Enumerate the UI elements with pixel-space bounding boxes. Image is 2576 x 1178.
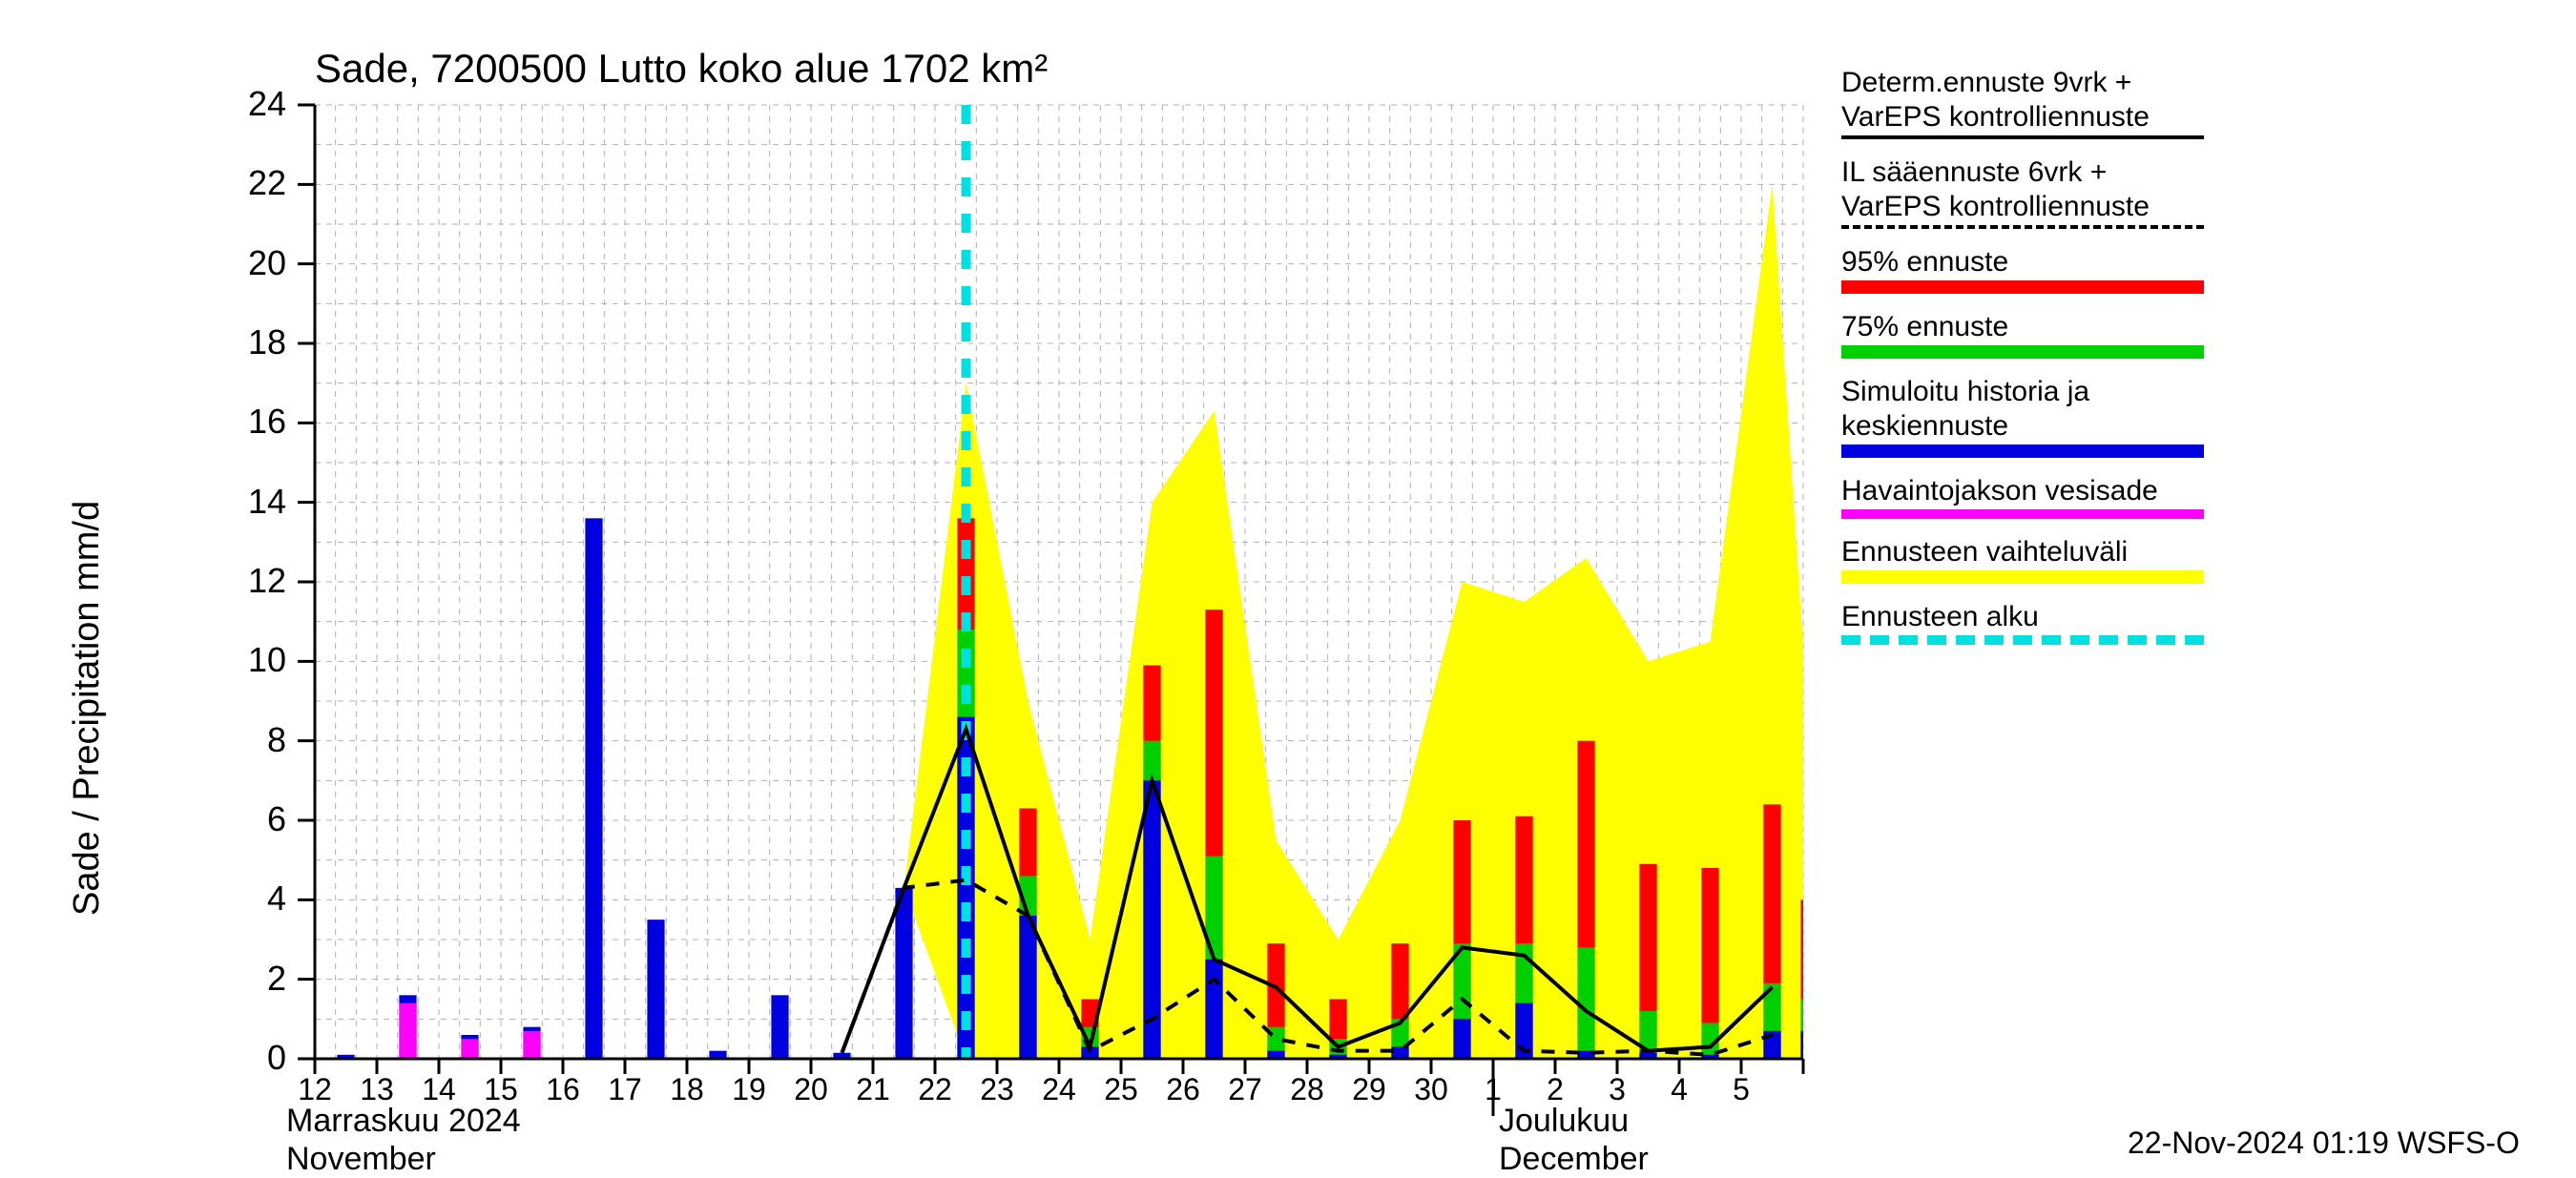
legend-label: IL sääennuste 6vrk +: [1841, 156, 2204, 189]
legend-swatch: [1841, 345, 2204, 359]
y-tick: 8: [229, 720, 286, 760]
legend: Determ.ennuste 9vrk +VarEPS kontrollienn…: [1841, 67, 2204, 662]
legend-swatch: [1841, 225, 2204, 229]
legend-label: Determ.ennuste 9vrk +: [1841, 67, 2204, 99]
x-tick: 22: [918, 1072, 952, 1107]
x-tick: 16: [546, 1072, 580, 1107]
y-tick: 0: [229, 1038, 286, 1078]
y-tick: 4: [229, 878, 286, 919]
footer-timestamp: 22-Nov-2024 01:19 WSFS-O: [2128, 1126, 2520, 1161]
legend-label: 75% ennuste: [1841, 311, 2204, 343]
legend-swatch: [1841, 509, 2204, 519]
legend-swatch: [1841, 280, 2204, 294]
x-tick: 5: [1733, 1072, 1750, 1107]
y-tick: 2: [229, 959, 286, 999]
legend-swatch: [1841, 444, 2204, 458]
x-tick: 26: [1166, 1072, 1200, 1107]
legend-label: VarEPS kontrolliennuste: [1841, 191, 2204, 223]
x-tick: 17: [608, 1072, 642, 1107]
x-tick: 29: [1352, 1072, 1386, 1107]
x-tick: 25: [1104, 1072, 1138, 1107]
chart-stage: Sade, 7200500 Lutto koko alue 1702 km² S…: [0, 0, 2576, 1145]
x-tick: 20: [794, 1072, 828, 1107]
y-tick: 18: [229, 322, 286, 362]
y-tick: 24: [229, 84, 286, 124]
x-tick: 21: [856, 1072, 890, 1107]
x-tick: 19: [732, 1072, 766, 1107]
legend-label: Havaintojakson vesisade: [1841, 475, 2204, 507]
y-tick: 6: [229, 799, 286, 839]
month2-en: December: [1499, 1141, 1649, 1178]
y-tick: 22: [229, 163, 286, 203]
month1-fi: Marraskuu 2024: [286, 1103, 521, 1140]
legend-label: Ennusteen vaihteluväli: [1841, 536, 2204, 568]
x-tick: 18: [670, 1072, 704, 1107]
y-tick: 10: [229, 640, 286, 680]
x-tick: 23: [980, 1072, 1014, 1107]
x-tick: 28: [1290, 1072, 1324, 1107]
legend-label: Simuloitu historia ja: [1841, 376, 2204, 408]
month2-fi: Joulukuu: [1499, 1103, 1629, 1140]
y-tick: 14: [229, 482, 286, 522]
x-tick: 30: [1414, 1072, 1448, 1107]
x-tick: 4: [1671, 1072, 1688, 1107]
month1-en: November: [286, 1141, 436, 1178]
y-tick: 16: [229, 402, 286, 442]
legend-label: VarEPS kontrolliennuste: [1841, 101, 2204, 134]
legend-swatch: [1841, 135, 2204, 139]
y-tick: 12: [229, 561, 286, 601]
legend-swatch: [1841, 635, 2204, 645]
legend-swatch: [1841, 570, 2204, 584]
legend-label: keskiennuste: [1841, 410, 2204, 443]
y-tick: 20: [229, 243, 286, 283]
legend-label: 95% ennuste: [1841, 246, 2204, 279]
x-tick: 24: [1042, 1072, 1076, 1107]
legend-label: Ennusteen alku: [1841, 601, 2204, 633]
x-tick: 27: [1228, 1072, 1262, 1107]
